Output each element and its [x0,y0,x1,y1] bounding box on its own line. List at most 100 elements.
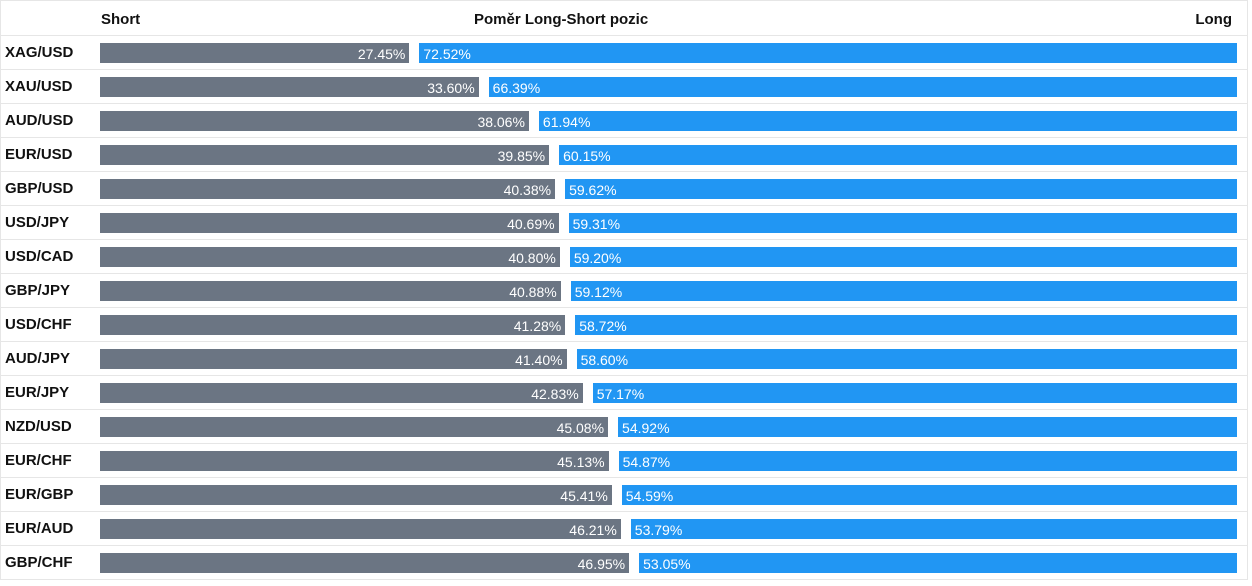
long-value-label: 54.87% [622,454,671,470]
chart-row: AUD/JPY 41.40% 58.60% [0,342,1248,376]
chart-row: GBP/USD 40.38% 59.62% [0,172,1248,206]
short-value-label: 39.85% [497,148,546,164]
chart-row: USD/CAD 40.80% 59.20% [0,240,1248,274]
long-value-label: 58.72% [579,318,627,334]
long-value-label: 53.05% [643,556,691,572]
chart-row: GBP/CHF 46.95% 53.05% [0,546,1248,580]
currency-pair-label: AUD/JPY [5,350,71,367]
chart-row: NZD/USD 45.08% 54.92% [0,410,1248,444]
long-value-label: 54.92% [622,420,670,436]
currency-pair-label: XAG/USD [5,44,74,61]
chart-header: Short Poměr Long-Short pozic Long [0,0,1248,36]
currency-pair-label: EUR/JPY [5,384,70,401]
long-value-label: 54.59% [625,488,674,504]
long-bar: 57.17% [592,383,1237,403]
long-value-label: 60.15% [563,148,611,164]
long-value-label: 59.12% [574,284,623,300]
chart-row: XAG/USD 27.45% 72.52% [0,36,1248,70]
short-value-label: 45.08% [556,420,605,436]
short-value-label: 27.45% [357,46,406,62]
short-value-label: 46.21% [569,522,617,538]
currency-pair-label: EUR/AUD [5,520,74,537]
currency-pair-label: USD/CHF [5,316,72,333]
long-bar: 72.52% [419,43,1237,63]
long-bar: 59.31% [568,213,1237,233]
long-value-label: 58.60% [580,352,629,368]
long-bar: 53.05% [639,553,1237,573]
long-value-label: 57.17% [596,386,645,402]
currency-pair-label: EUR/GBP [5,486,74,503]
chart-row: GBP/JPY 40.88% 59.12% [0,274,1248,308]
long-bar: 54.92% [618,417,1237,437]
short-value-label: 33.60% [427,80,475,96]
currency-pair-label: GBP/JPY [5,282,71,299]
chart-row: USD/JPY 40.69% 59.31% [0,206,1248,240]
left-border [0,0,1,580]
currency-pair-label: AUD/USD [5,112,74,129]
long-bar: 58.60% [576,349,1237,369]
short-bar: 40.69% [100,213,559,233]
chart-title: Poměr Long-Short pozic [474,11,649,28]
short-value-label: 45.41% [560,488,608,504]
long-bar: 54.87% [618,451,1237,471]
short-bar: 40.80% [100,247,560,267]
currency-pair-label: EUR/CHF [5,452,72,469]
currency-pair-label: USD/CAD [5,248,74,265]
short-bar: 27.45% [100,43,410,63]
short-bar: 33.60% [100,77,479,97]
short-value-label: 38.06% [477,114,525,130]
short-value-label: 46.95% [577,556,626,572]
long-value-label: 66.39% [492,80,541,96]
short-value-label: 40.80% [508,250,556,266]
short-value-label: 45.13% [557,454,605,470]
short-bar: 45.41% [100,485,612,505]
currency-pair-label: NZD/USD [5,418,72,435]
currency-pair-label: GBP/USD [5,180,74,197]
long-bar: 59.12% [570,281,1237,301]
short-bar: 40.88% [100,281,561,301]
chart-row: XAU/USD 33.60% 66.39% [0,70,1248,104]
long-column-label: Long [1195,11,1232,28]
long-bar: 54.59% [621,485,1237,505]
short-column-label: Short [101,11,141,28]
long-bar: 59.20% [569,247,1237,267]
long-bar: 61.94% [538,111,1237,131]
chart-row: AUD/USD 38.06% 61.94% [0,104,1248,138]
chart-row: EUR/CHF 45.13% 54.87% [0,444,1248,478]
currency-pair-label: XAU/USD [5,78,73,95]
short-value-label: 40.69% [507,216,555,232]
long-bar: 66.39% [488,77,1237,97]
currency-pair-label: GBP/CHF [5,554,73,571]
short-bar: 46.95% [100,553,630,573]
short-bar: 41.40% [100,349,567,369]
long-value-label: 59.62% [569,182,617,198]
chart-row: EUR/JPY 42.83% 57.17% [0,376,1248,410]
short-bar: 41.28% [100,315,566,335]
chart-row: EUR/USD 39.85% 60.15% [0,138,1248,172]
long-bar: 58.72% [575,315,1237,335]
currency-pair-label: EUR/USD [5,146,73,163]
long-bar: 53.79% [630,519,1237,539]
short-bar: 39.85% [100,145,550,165]
chart-row: EUR/GBP 45.41% 54.59% [0,478,1248,512]
long-value-label: 72.52% [423,46,471,62]
long-bar: 60.15% [559,145,1237,165]
long-value-label: 59.31% [572,216,621,232]
short-bar: 45.13% [100,451,609,471]
short-value-label: 41.28% [513,318,562,334]
long-bar: 59.62% [565,179,1237,199]
short-value-label: 40.38% [503,182,552,198]
short-value-label: 41.40% [515,352,563,368]
long-value-label: 59.20% [573,250,622,266]
short-value-label: 42.83% [531,386,579,402]
long-value-label: 61.94% [542,114,591,130]
long-value-label: 53.79% [634,522,683,538]
short-bar: 38.06% [100,111,529,131]
chart-row: USD/CHF 41.28% 58.72% [0,308,1248,342]
short-value-label: 40.88% [509,284,557,300]
currency-pair-label: USD/JPY [5,214,70,231]
chart-row: EUR/AUD 46.21% 53.79% [0,512,1248,546]
short-bar: 45.08% [100,417,609,437]
short-bar: 46.21% [100,519,621,539]
